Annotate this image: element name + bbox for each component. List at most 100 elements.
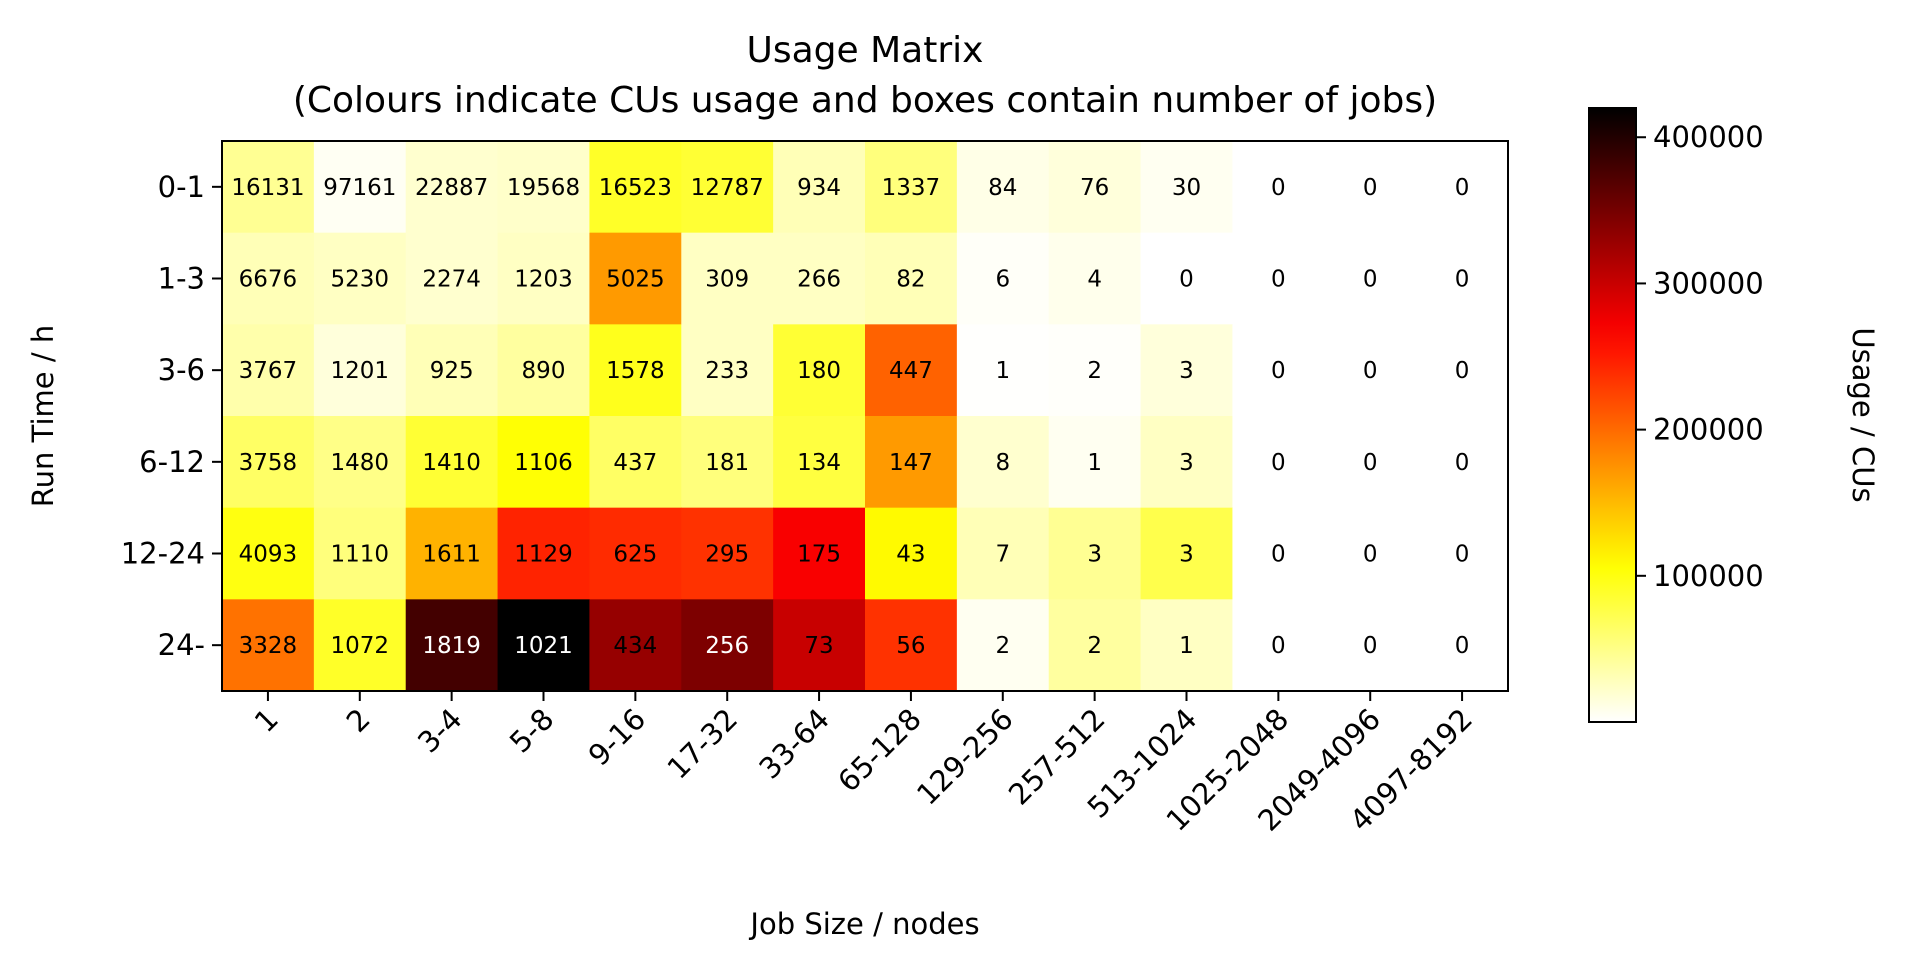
cell-job-count: 295 xyxy=(705,542,749,568)
heatmap-cell xyxy=(1416,232,1509,325)
heatmap-cell xyxy=(1048,416,1142,509)
cell-job-count: 1480 xyxy=(331,450,390,476)
heatmap-cell xyxy=(1232,507,1325,600)
heatmap-cell xyxy=(681,232,774,325)
y-axis-ticks: 0-1 1-3 3-6 6-12 12-24 24- xyxy=(121,170,222,662)
heatmap-cell xyxy=(1048,599,1142,692)
y-tick-label: 24- xyxy=(158,628,205,662)
cell-job-count: 5025 xyxy=(606,267,665,293)
heatmap-cell xyxy=(313,416,407,509)
cell-job-count: 434 xyxy=(613,633,657,659)
cell-job-count: 147 xyxy=(889,450,933,476)
cell-job-count: 266 xyxy=(797,267,841,293)
cell-job-count: 890 xyxy=(522,358,566,384)
cell-job-count: 1129 xyxy=(514,542,573,568)
cell-job-count: 0 xyxy=(1363,175,1378,201)
x-tick-label: 2 xyxy=(340,702,377,739)
y-tick-label: 1-3 xyxy=(158,262,205,296)
colorbar-tick-label: 300000 xyxy=(1653,266,1764,300)
y-tick-label: 6-12 xyxy=(139,445,205,479)
heatmap-cell xyxy=(865,141,958,234)
cell-job-count: 56 xyxy=(896,633,925,659)
heatmap-cell xyxy=(1140,599,1233,692)
cell-job-count: 0 xyxy=(1271,358,1286,384)
cell-job-count: 0 xyxy=(1271,175,1286,201)
heatmap-cell xyxy=(1140,232,1233,325)
heatmap-cell xyxy=(313,141,407,234)
colorbar-ticks: 100000 200000 300000 400000 xyxy=(1636,120,1764,593)
cell-job-count: 2 xyxy=(1087,633,1102,659)
heatmap-cell xyxy=(956,416,1050,509)
y-tick-label: 12-24 xyxy=(121,537,205,571)
cell-job-count: 2 xyxy=(995,633,1010,659)
cell-job-count: 1819 xyxy=(422,633,481,659)
cell-job-count: 1611 xyxy=(422,542,481,568)
heatmap-cell xyxy=(1416,599,1509,692)
cell-job-count: 134 xyxy=(797,450,841,476)
heatmap-cell xyxy=(1324,416,1417,509)
heatmap-cell xyxy=(1140,507,1233,600)
y-tick-label: 0-1 xyxy=(158,170,205,204)
cell-job-count: 1 xyxy=(995,358,1010,384)
heatmap-cell xyxy=(1140,416,1233,509)
heatmap-cell xyxy=(865,232,958,325)
heatmap-cell xyxy=(405,416,499,509)
heatmap-cell xyxy=(1140,141,1233,234)
cell-job-count: 2274 xyxy=(422,267,481,293)
cell-job-count: 0 xyxy=(1271,450,1286,476)
cell-job-count: 3758 xyxy=(239,450,298,476)
heatmap-cell xyxy=(1048,141,1142,234)
cell-job-count: 0 xyxy=(1455,267,1470,293)
cell-job-count: 0 xyxy=(1271,542,1286,568)
heatmap-cell xyxy=(865,507,958,600)
cell-job-count: 1337 xyxy=(882,175,941,201)
x-axis-ticks: 1 2 3-4 5-8 9-16 17-32 33-6465-128129-256257-5… xyxy=(248,691,1479,838)
cell-job-count: 1110 xyxy=(331,542,390,568)
heatmap-cell xyxy=(405,507,499,600)
cell-job-count: 233 xyxy=(705,358,749,384)
cell-job-count: 180 xyxy=(797,358,841,384)
cell-job-count: 2 xyxy=(1087,358,1102,384)
heatmap-cell xyxy=(773,141,866,234)
heatmap-cell xyxy=(1232,141,1325,234)
cell-job-count: 256 xyxy=(705,633,749,659)
heatmap-cell xyxy=(1416,416,1509,509)
heatmap-cell xyxy=(222,324,315,417)
cell-job-count: 0 xyxy=(1363,358,1378,384)
cell-job-count: 84 xyxy=(988,175,1017,201)
cell-job-count: 309 xyxy=(705,267,749,293)
heatmap-cell xyxy=(497,416,590,509)
heatmap-cell xyxy=(589,416,682,509)
heatmap-cell xyxy=(1048,232,1142,325)
heatmap-cell xyxy=(1232,232,1325,325)
cell-job-count: 925 xyxy=(430,358,474,384)
cell-job-count: 82 xyxy=(896,267,925,293)
cell-job-count: 19568 xyxy=(507,175,580,201)
cell-job-count: 7 xyxy=(995,542,1010,568)
cell-job-count: 0 xyxy=(1363,542,1378,568)
cell-job-count: 0 xyxy=(1271,267,1286,293)
cell-job-count: 97161 xyxy=(323,175,396,201)
heatmap-cells: 16131 97161 22887 19568 16523 12787 934 1337 84 7… xyxy=(222,141,1509,692)
colorbar-tick-label: 200000 xyxy=(1653,413,1764,447)
heatmap-cell xyxy=(773,416,866,509)
colorbar xyxy=(1588,107,1637,723)
cell-job-count: 1072 xyxy=(331,633,390,659)
cell-job-count: 0 xyxy=(1363,267,1378,293)
cell-job-count: 3 xyxy=(1179,542,1194,568)
cell-job-count: 0 xyxy=(1455,633,1470,659)
colorbar-tick-label: 400000 xyxy=(1653,120,1764,154)
heatmap-cell xyxy=(1416,324,1509,417)
x-tick-label: 3-4 xyxy=(411,702,469,760)
heatmap-cell xyxy=(1416,507,1509,600)
heatmap-cell xyxy=(222,416,315,509)
cell-job-count: 5230 xyxy=(331,267,390,293)
cell-job-count: 1021 xyxy=(514,633,573,659)
heatmap-cell xyxy=(865,599,958,692)
heatmap-cell xyxy=(222,232,315,325)
heatmap-cell xyxy=(313,599,407,692)
cell-job-count: 16131 xyxy=(231,175,304,201)
cell-job-count: 3767 xyxy=(239,358,298,384)
heatmap-cell xyxy=(956,599,1050,692)
cell-job-count: 175 xyxy=(797,542,841,568)
